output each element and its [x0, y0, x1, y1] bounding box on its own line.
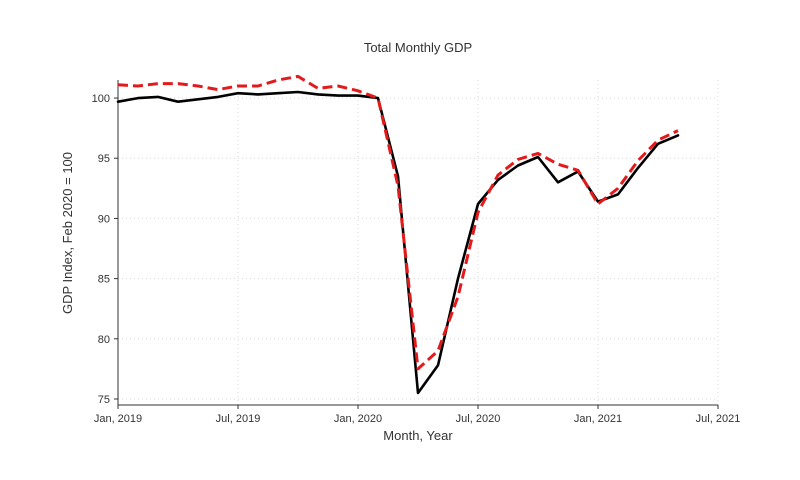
axes: [114, 80, 719, 409]
series-lines: [116, 74, 680, 395]
x-tick-label: Jul, 2021: [696, 413, 741, 425]
series-line-solid: [116, 90, 680, 395]
y-tick-label: 100: [92, 93, 110, 105]
y-tick-label: 90: [98, 213, 110, 225]
y-axis-title: GDP Index, Feb 2020 = 100: [60, 152, 75, 314]
tick-labels: 75 80 85 90 95 100 Jan, 2019 Jul, 2019 Jan, 2020…: [92, 93, 741, 425]
y-tick-label: 85: [98, 274, 110, 286]
y-tick-label: 75: [98, 394, 110, 406]
chart-title: Total Monthly GDP: [364, 40, 472, 55]
x-tick-label: Jan, 2019: [94, 413, 142, 425]
y-tick-label: 95: [98, 153, 110, 165]
series-line-dashed: [117, 74, 679, 371]
x-tick-label: Jan, 2021: [574, 413, 622, 425]
x-axis-title: Month, Year: [383, 428, 453, 443]
x-tick-label: Jan, 2020: [334, 413, 382, 425]
x-tick-label: Jul, 2019: [216, 413, 261, 425]
x-tick-label: Jul, 2020: [456, 413, 501, 425]
y-tick-label: 80: [98, 334, 110, 346]
